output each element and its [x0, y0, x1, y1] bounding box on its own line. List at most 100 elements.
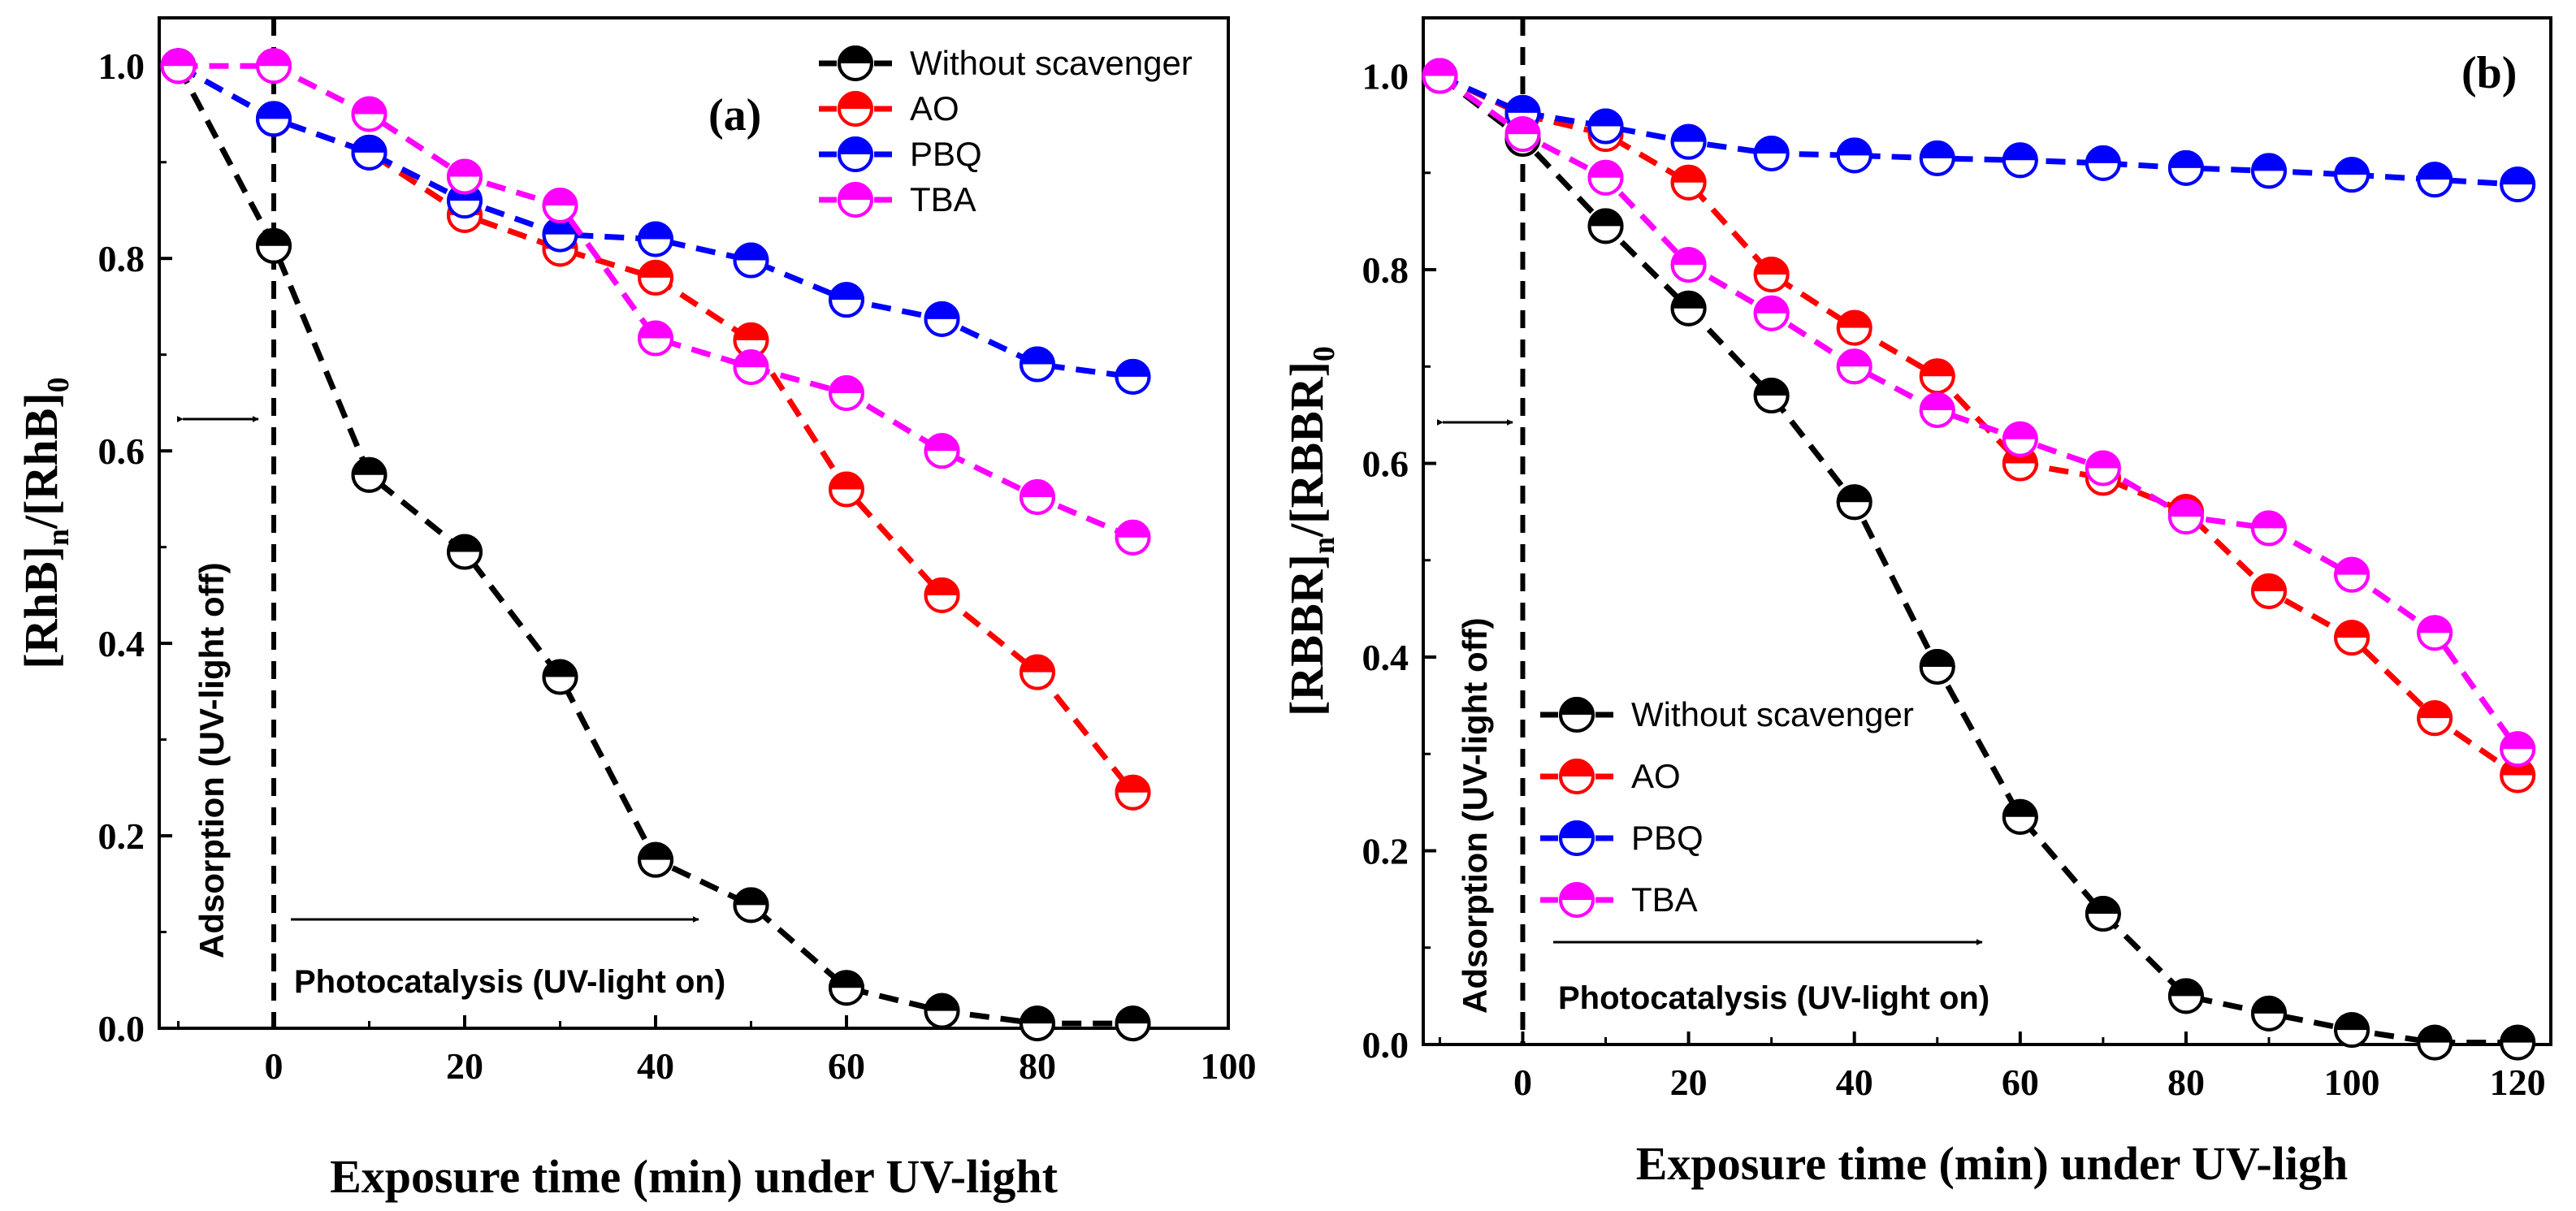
- data-point: [1753, 257, 1790, 292]
- data-point: [2167, 499, 2204, 535]
- x-tick-label: 80: [1019, 1045, 1056, 1087]
- y-axis-title: [RBBR]n/[RBBR]0: [1280, 346, 1341, 716]
- x-tick-label: 120: [2490, 1062, 2546, 1103]
- legend-label: TBA: [1631, 880, 1698, 919]
- legend-marker: [838, 91, 873, 127]
- adsorption-label: Adsorption (UV-light off): [193, 562, 231, 958]
- data-point: [733, 349, 769, 386]
- legend-item: Without scavenger: [819, 44, 1193, 82]
- plot-frame: [1422, 16, 2552, 1046]
- legend-item: AO: [819, 89, 959, 128]
- data-point: [2417, 700, 2453, 737]
- data-point: [2251, 573, 2287, 609]
- legend-item: TBA: [819, 180, 976, 218]
- data-point: [351, 456, 387, 493]
- data-point: [1115, 774, 1151, 811]
- data-point: [924, 301, 960, 337]
- series-pbq: [1422, 58, 2536, 203]
- data-point: [1115, 519, 1151, 556]
- data-point: [2167, 978, 2204, 1014]
- data-point: [1020, 346, 1055, 383]
- data-point: [1504, 116, 1541, 153]
- data-point: [829, 282, 864, 318]
- data-point: [2085, 145, 2121, 181]
- legend-marker: [838, 182, 873, 218]
- y-tick-label: 0.0: [1362, 1024, 1409, 1066]
- data-point: [1919, 358, 1955, 395]
- data-point: [638, 841, 673, 878]
- y-tick-label: 0.0: [98, 1008, 145, 1049]
- y-axis-title: [RhB]n/[RhB]0: [15, 377, 76, 668]
- y-tick-label: 0.8: [98, 238, 145, 279]
- photocatalysis-label: Photocatalysis (UV-light on): [294, 964, 725, 1000]
- data-point: [2500, 1024, 2536, 1061]
- data-point: [1020, 479, 1055, 516]
- chart-panel-b: 0 20 40 60 80 100 120 0.0 0.2 0.4 0.6 0.8 1.0 (b) Wi…: [1280, 16, 2552, 1190]
- data-point: [2167, 149, 2204, 186]
- data-point: [256, 48, 292, 84]
- data-point: [1836, 484, 1872, 521]
- legend-label: Without scavenger: [910, 44, 1193, 82]
- data-point: [1753, 135, 1790, 171]
- legend-label: PBQ: [1631, 819, 1704, 857]
- data-point: [2334, 556, 2370, 593]
- data-point: [2002, 798, 2038, 835]
- data-point: [2417, 162, 2453, 198]
- legend-marker: [1559, 759, 1595, 794]
- y-tick-label: 0.2: [1362, 831, 1409, 872]
- series-ao: [160, 48, 1151, 811]
- data-point: [829, 471, 864, 508]
- x-tick-label: 20: [446, 1045, 483, 1087]
- legend-label: AO: [910, 89, 959, 128]
- legend-marker: [1559, 882, 1595, 918]
- legend-label: AO: [1631, 757, 1681, 795]
- plot-frame: [158, 16, 1230, 1030]
- x-tick-label: 0: [1513, 1062, 1532, 1103]
- data-point: [1919, 140, 1955, 176]
- y-tick-label: 0.8: [1362, 249, 1409, 291]
- legend-item: AO: [1540, 757, 1681, 795]
- legend: Without scavenger AO PBQ TBA: [1540, 695, 1914, 919]
- data-point: [1422, 58, 1458, 94]
- series-tba: [1422, 58, 2536, 768]
- data-point: [1670, 290, 1707, 327]
- data-point: [924, 993, 960, 1029]
- panel-label: (a): [708, 90, 761, 141]
- series-tba: [160, 48, 1151, 556]
- photocatalysis-label: Photocatalysis (UV-light on): [1558, 980, 1989, 1016]
- data-point: [1753, 295, 1790, 331]
- data-point: [2334, 157, 2370, 193]
- x-tick-label: 80: [2167, 1062, 2205, 1103]
- legend-marker: [1559, 697, 1595, 733]
- data-point: [1587, 159, 1624, 196]
- x-tick-label: 100: [2324, 1062, 2380, 1103]
- data-point: [2251, 995, 2287, 1032]
- data-point: [733, 322, 769, 358]
- data-point: [638, 320, 673, 357]
- data-point: [1836, 137, 1872, 174]
- data-point: [829, 375, 864, 412]
- data-point: [2002, 421, 2038, 457]
- data-point: [733, 887, 769, 923]
- data-point: [447, 158, 483, 195]
- data-point: [2251, 510, 2287, 547]
- legend: Without scavenger AO PBQ TBA: [819, 44, 1193, 218]
- y-tick-label: 0.2: [98, 815, 145, 857]
- y-tick-label: 0.6: [1362, 443, 1409, 485]
- data-point: [1587, 108, 1624, 145]
- y-tick-label: 0.4: [98, 623, 145, 664]
- data-point: [1753, 378, 1790, 414]
- series-without-scavenger: [160, 48, 1151, 1042]
- data-point: [1670, 164, 1707, 201]
- x-axis-title: Exposure time (min) under UV-light: [330, 1150, 1058, 1203]
- data-point: [351, 96, 387, 132]
- chart-panel-a: 0 20 40 60 80 100 0.0 0.2 0.4 0.6 0.8 1.0 (a) Witho…: [15, 16, 1257, 1203]
- data-point: [924, 433, 960, 469]
- y-tick-label: 1.0: [98, 45, 145, 87]
- data-point: [256, 101, 292, 137]
- legend-label: TBA: [910, 180, 976, 218]
- legend-item: PBQ: [819, 135, 982, 173]
- y-tick-label: 1.0: [1362, 56, 1409, 97]
- data-point: [1115, 1006, 1151, 1042]
- data-point: [1020, 654, 1055, 690]
